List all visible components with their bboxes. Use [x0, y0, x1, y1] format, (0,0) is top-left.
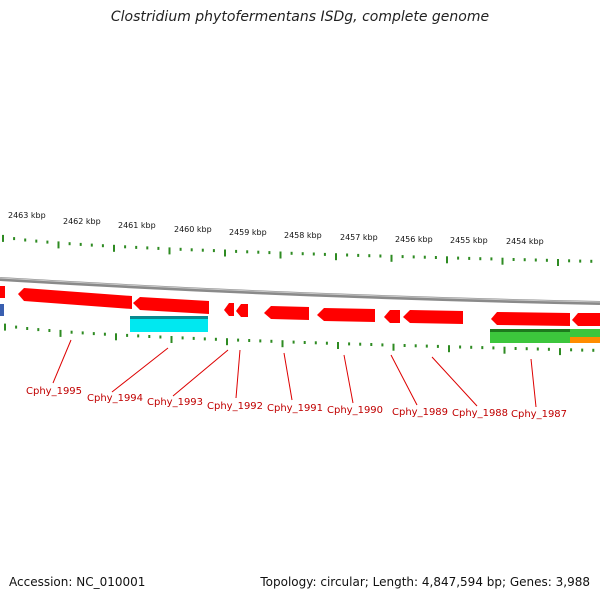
kbp-label-2455: 2455 kbp [450, 236, 488, 245]
cds-feature[interactable] [224, 303, 234, 316]
kbp-label-2462: 2462 kbp [63, 217, 101, 226]
cds-feature[interactable] [384, 310, 400, 323]
cds-feature[interactable] [18, 288, 132, 309]
cds-feature[interactable] [317, 308, 375, 322]
kbp-label-2457: 2457 kbp [340, 233, 378, 242]
genome-summary-text: Topology: circular; Length: 4,847,594 bp… [260, 575, 590, 589]
kbp-label-2460: 2460 kbp [174, 225, 212, 234]
gene-label[interactable]: Cphy_1991 [267, 403, 323, 414]
gene-label[interactable]: Cphy_1988 [452, 408, 508, 419]
kbp-label-2463: 2463 kbp [8, 211, 46, 220]
green-feature[interactable] [490, 329, 570, 343]
cds-feature[interactable] [236, 304, 248, 317]
accession-text: Accession: NC_010001 [9, 575, 146, 589]
gene-label[interactable]: Cphy_1994 [87, 393, 143, 404]
kbp-label-2456: 2456 kbp [395, 235, 433, 244]
forward-cds-track [0, 286, 600, 326]
gene-label[interactable]: Cphy_1990 [327, 405, 383, 416]
outer-tick-row [2, 234, 593, 266]
inner-tick-row [4, 323, 595, 356]
gene-label[interactable]: Cphy_1989 [392, 407, 448, 418]
gene-label[interactable]: Cphy_1995 [26, 386, 82, 397]
kbp-label-2454: 2454 kbp [506, 237, 544, 246]
cds-feature[interactable] [0, 286, 5, 298]
green-feature[interactable] [570, 329, 600, 337]
cds-feature[interactable] [491, 312, 570, 326]
kbp-labels: 2463 kbp 2462 kbp 2461 kbp 2460 kbp 2459… [8, 211, 544, 246]
gene-label[interactable]: Cphy_1993 [147, 397, 203, 408]
map-title: Clostridium phytofermentans ISDg, comple… [110, 9, 490, 25]
gene-label[interactable]: Cphy_1987 [511, 409, 567, 420]
cds-feature[interactable] [133, 297, 209, 314]
orange-feature[interactable] [570, 337, 600, 343]
genome-backbone [0, 277, 600, 305]
gene-label[interactable]: Cphy_1992 [207, 401, 263, 412]
kbp-label-2461: 2461 kbp [118, 221, 156, 230]
gene-label-leaders [52, 339, 537, 408]
gene-labels: Cphy_1995 Cphy_1994 Cphy_1993 Cphy_1992 … [26, 386, 567, 420]
cds-feature[interactable] [264, 306, 309, 320]
kbp-label-2458: 2458 kbp [284, 231, 322, 240]
cds-feature[interactable] [403, 310, 463, 324]
cds-feature[interactable] [572, 313, 600, 326]
cyan-feature[interactable] [130, 316, 208, 332]
kbp-label-2459: 2459 kbp [229, 228, 267, 237]
blue-feature[interactable] [0, 304, 4, 316]
